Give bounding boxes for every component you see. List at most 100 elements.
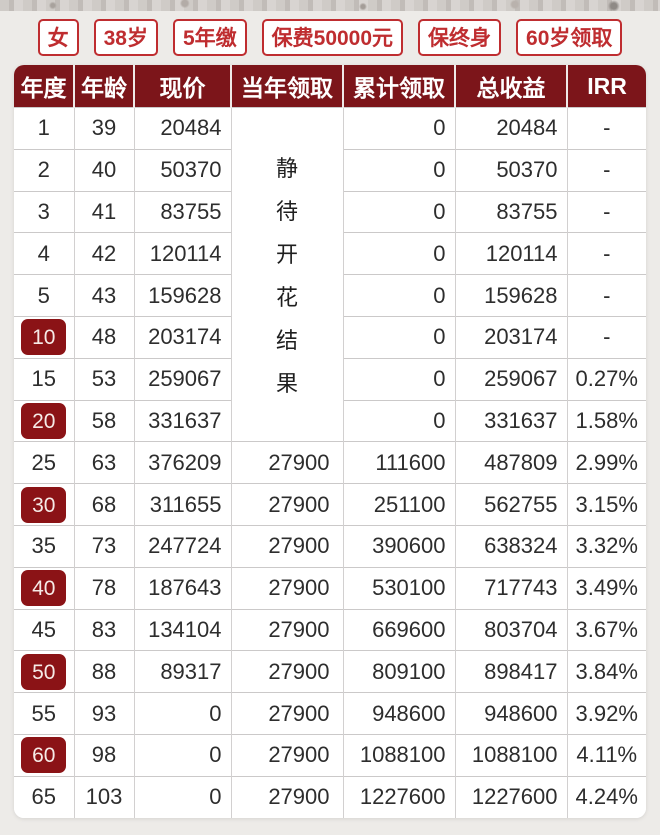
cell-total-return: 1227600 bbox=[455, 775, 568, 819]
column-header-3: 当年领取 bbox=[231, 65, 344, 108]
cell-year: 45 bbox=[14, 608, 75, 651]
cell-cash-value: 187643 bbox=[134, 566, 232, 610]
year-highlight-badge: 30 bbox=[21, 486, 67, 523]
policy-param-badges: 女 38岁 5年缴 保费50000元 保终身 60岁领取 bbox=[0, 18, 660, 56]
top-texture-strip bbox=[0, 0, 660, 11]
cell-age: 88 bbox=[74, 650, 135, 693]
cell-total-return: 203174 bbox=[455, 315, 568, 359]
cell-age: 73 bbox=[74, 524, 135, 568]
table-row-year-20: 20 58 331637 0 331637 1.58% bbox=[14, 399, 646, 442]
table-row-year-4: 4 42 120114 0 120114- bbox=[14, 232, 646, 275]
cell-total-return: 562755 bbox=[455, 483, 568, 526]
waiting-message-cell: 静待开花结果 bbox=[231, 106, 344, 442]
cell-annual-draw: 27900 bbox=[231, 483, 344, 526]
cell-cumulative-draw: 251100 bbox=[343, 483, 456, 526]
param-badge-4: 保终身 bbox=[418, 18, 502, 56]
year-highlight-badge: 20 bbox=[21, 402, 67, 439]
cell-year: 1 bbox=[14, 107, 75, 150]
table-row-year-65: 65 103 0 27900 1227600 1227600 4.24% bbox=[14, 775, 646, 819]
cell-total-return: 803704 bbox=[455, 608, 568, 651]
cell-cash-value: 134104 bbox=[134, 608, 232, 651]
cell-annual-draw: 27900 bbox=[231, 608, 344, 651]
param-badge-2: 5年缴 bbox=[172, 18, 247, 56]
cell-age: 39 bbox=[74, 107, 135, 150]
cell-irr: - bbox=[567, 274, 646, 317]
table-row-year-25: 25 63 376209 27900 111600 487809 2.99% bbox=[14, 441, 646, 484]
year-highlight-badge: 50 bbox=[21, 653, 67, 690]
table-row-year-30: 30 68 311655 27900 251100 562755 3.15% bbox=[14, 483, 646, 526]
cell-irr: - bbox=[567, 315, 646, 359]
cell-cash-value: 0 bbox=[134, 733, 232, 777]
table-row-year-55: 55 93 0 27900 948600 948600 3.92% bbox=[14, 692, 646, 735]
cell-cash-value: 20484 bbox=[134, 107, 232, 150]
cell-total-return: 638324 bbox=[455, 524, 568, 568]
cell-cumulative-draw: 1088100 bbox=[343, 733, 456, 777]
table-row-year-60: 60 98 0 27900 1088100 1088100 4.11% bbox=[14, 733, 646, 777]
vertical-message: 静待开花结果 bbox=[275, 156, 298, 397]
cell-cumulative-draw: 0 bbox=[343, 274, 456, 317]
cell-cumulative-draw: 669600 bbox=[343, 608, 456, 651]
cell-annual-draw: 27900 bbox=[231, 692, 344, 735]
cell-total-return: 717743 bbox=[455, 566, 568, 610]
cell-cash-value: 311655 bbox=[134, 483, 232, 526]
cell-annual-draw: 27900 bbox=[231, 775, 344, 819]
cell-cash-value: 247724 bbox=[134, 524, 232, 568]
year-highlight-badge: 40 bbox=[21, 570, 67, 607]
cell-cumulative-draw: 0 bbox=[343, 148, 456, 192]
cell-total-return: 898417 bbox=[455, 650, 568, 693]
cell-irr: 2.99% bbox=[567, 441, 646, 484]
cell-age: 53 bbox=[74, 357, 135, 401]
cell-cash-value: 259067 bbox=[134, 357, 232, 401]
cell-irr: - bbox=[567, 148, 646, 192]
param-badge-0: 女 bbox=[37, 18, 79, 56]
cell-cash-value: 376209 bbox=[134, 441, 232, 484]
cell-age: 58 bbox=[74, 399, 135, 442]
year-highlight-badge: 60 bbox=[21, 737, 67, 774]
cell-total-return: 487809 bbox=[455, 441, 568, 484]
table-row-year-45: 45 83 134104 27900 669600 803704 3.67% bbox=[14, 608, 646, 651]
cell-irr: 3.67% bbox=[567, 608, 646, 651]
cell-irr: - bbox=[567, 107, 646, 150]
column-header-1: 年龄 bbox=[74, 65, 135, 108]
cell-cash-value: 0 bbox=[134, 692, 232, 735]
cell-age: 68 bbox=[74, 483, 135, 526]
cell-cumulative-draw: 0 bbox=[343, 399, 456, 442]
table-row-year-10: 10 48 203174 0 203174- bbox=[14, 315, 646, 359]
table-row-year-1: 1 39 20484 静待开花结果 0 20484- bbox=[14, 106, 646, 442]
cell-irr: 3.49% bbox=[567, 566, 646, 610]
cell-annual-draw: 27900 bbox=[231, 441, 344, 484]
cell-year: 25 bbox=[14, 441, 75, 484]
cell-annual-draw: 27900 bbox=[231, 650, 344, 693]
cell-total-return: 20484 bbox=[455, 107, 568, 150]
cell-cumulative-draw: 111600 bbox=[343, 441, 456, 484]
table-row-year-35: 35 73 247724 27900 390600 638324 3.32% bbox=[14, 524, 646, 568]
cell-age: 78 bbox=[74, 566, 135, 610]
cell-age: 93 bbox=[74, 692, 135, 735]
cell-year: 30 bbox=[14, 483, 75, 526]
cell-irr: - bbox=[567, 232, 646, 275]
cell-year: 40 bbox=[14, 566, 75, 610]
table-row-year-50: 50 88 89317 27900 809100 898417 3.84% bbox=[14, 650, 646, 693]
cell-cash-value: 50370 bbox=[134, 148, 232, 192]
cell-year: 10 bbox=[14, 315, 75, 359]
cell-cumulative-draw: 809100 bbox=[343, 650, 456, 693]
cell-cumulative-draw: 948600 bbox=[343, 692, 456, 735]
cell-irr: - bbox=[567, 190, 646, 233]
cell-irr: 4.24% bbox=[567, 775, 646, 819]
cell-age: 98 bbox=[74, 733, 135, 777]
cell-year: 5 bbox=[14, 274, 75, 317]
cell-irr: 0.27% bbox=[567, 357, 646, 401]
cell-age: 40 bbox=[74, 148, 135, 192]
cell-year: 35 bbox=[14, 524, 75, 568]
cell-cash-value: 203174 bbox=[134, 315, 232, 359]
column-header-0: 年度 bbox=[14, 65, 75, 108]
column-header-4: 累计领取 bbox=[343, 65, 456, 108]
cell-year: 55 bbox=[14, 692, 75, 735]
cell-age: 42 bbox=[74, 232, 135, 275]
cell-cumulative-draw: 0 bbox=[343, 190, 456, 233]
cell-year: 3 bbox=[14, 190, 75, 233]
cell-total-return: 331637 bbox=[455, 399, 568, 442]
cell-irr: 1.58% bbox=[567, 399, 646, 442]
cell-cumulative-draw: 0 bbox=[343, 315, 456, 359]
cell-irr: 4.11% bbox=[567, 733, 646, 777]
